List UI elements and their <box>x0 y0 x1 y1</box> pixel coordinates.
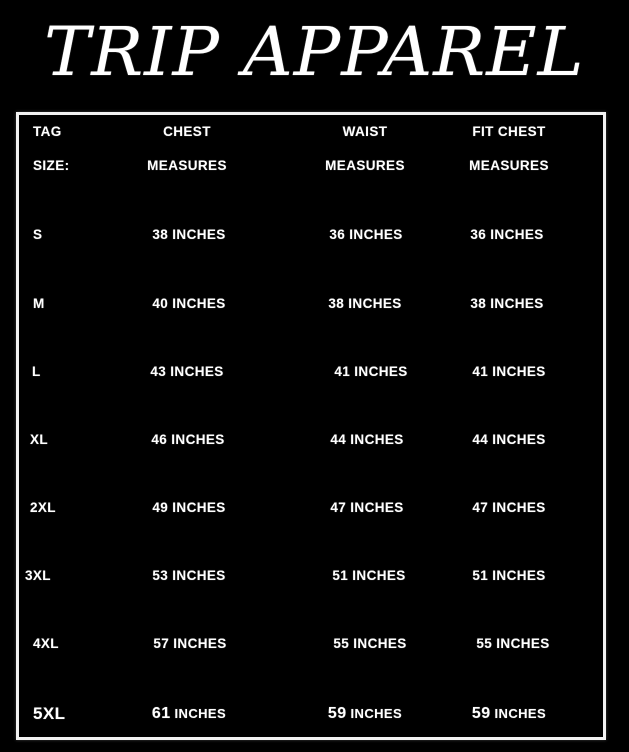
cell-fit-chest: 51 INCHES <box>472 568 546 583</box>
measurement-unit: INCHES <box>346 706 403 721</box>
column-header-fit-chest: FIT CHEST <box>472 124 546 139</box>
cell-fit-chest: 41 INCHES <box>472 364 546 379</box>
cell-fit-chest: 55 INCHES <box>476 636 550 651</box>
column-header-waist: WAIST <box>342 124 388 139</box>
column-subheader-size: SIZE: <box>33 158 70 173</box>
cell-chest: 43 INCHES <box>150 364 224 379</box>
cell-fit-chest: 44 INCHES <box>472 432 546 447</box>
size-chart-table: TAG CHEST WAIST FIT CHEST SIZE: MEASURES… <box>16 112 606 740</box>
cell-waist: 55 INCHES <box>333 636 407 651</box>
table-row: L 43 INCHES 41 INCHES 41 INCHES <box>19 361 603 383</box>
table-header-row-primary: TAG CHEST WAIST FIT CHEST <box>19 121 603 143</box>
measurement-unit: INCHES <box>490 706 547 721</box>
cell-chest: 61 INCHES <box>21 703 357 725</box>
cell-tag: 5XL <box>33 704 66 723</box>
table-row: 3XL 53 INCHES 51 INCHES 51 INCHES <box>19 565 603 587</box>
cell-tag: 3XL <box>25 568 51 583</box>
measurement-unit: INCHES <box>170 706 227 721</box>
column-subheader-fit-measures: MEASURES <box>469 158 549 173</box>
cell-chest: 49 INCHES <box>152 500 226 515</box>
column-header-tag: TAG <box>33 124 62 139</box>
cell-tag: L <box>32 364 41 379</box>
column-subheader-chest-measures: MEASURES <box>147 158 227 173</box>
table-row: 5XL 61 INCHES 59 INCHES 59 INCHES <box>19 703 603 725</box>
cell-chest: 57 INCHES <box>153 636 227 651</box>
table-row: M 40 INCHES 38 INCHES 38 INCHES <box>19 293 603 315</box>
measurement-value: 59 <box>327 705 347 722</box>
cell-waist: 36 INCHES <box>329 227 403 242</box>
table-header-row-secondary: SIZE: MEASURES MEASURES MEASURES <box>19 155 603 177</box>
table-row: S 38 INCHES 36 INCHES 36 INCHES <box>19 224 603 246</box>
cell-waist: 51 INCHES <box>332 568 406 583</box>
size-chart-body: TAG CHEST WAIST FIT CHEST SIZE: MEASURES… <box>19 115 603 737</box>
cell-fit-chest: 47 INCHES <box>472 500 546 515</box>
cell-waist: 38 INCHES <box>328 296 402 311</box>
measurement-value: 61 <box>151 705 171 722</box>
measurement-value: 59 <box>471 705 491 722</box>
cell-tag: M <box>33 296 45 311</box>
cell-waist: 47 INCHES <box>330 500 404 515</box>
cell-tag: 2XL <box>30 500 56 515</box>
cell-fit-chest: 59 INCHES <box>409 703 609 725</box>
cell-tag: 4XL <box>33 636 59 651</box>
cell-chest: 46 INCHES <box>151 432 225 447</box>
cell-chest: 40 INCHES <box>152 296 226 311</box>
column-subheader-waist-measures: MEASURES <box>325 158 405 173</box>
table-row: 4XL 57 INCHES 55 INCHES 55 INCHES <box>19 633 603 655</box>
cell-fit-chest: 36 INCHES <box>470 227 544 242</box>
cell-chest: 38 INCHES <box>152 227 226 242</box>
table-row: 2XL 49 INCHES 47 INCHES 47 INCHES <box>19 497 603 519</box>
page-title: TRIP APPAREL <box>44 12 585 91</box>
title-bar: TRIP APPAREL <box>0 0 629 104</box>
column-header-chest: CHEST <box>163 124 211 139</box>
cell-waist: 44 INCHES <box>330 432 404 447</box>
cell-waist: 59 INCHES <box>255 703 475 725</box>
cell-chest: 53 INCHES <box>152 568 226 583</box>
cell-fit-chest: 38 INCHES <box>470 296 544 311</box>
table-row: XL 46 INCHES 44 INCHES 44 INCHES <box>19 429 603 451</box>
cell-waist: 41 INCHES <box>334 364 408 379</box>
cell-tag: S <box>33 227 43 242</box>
cell-tag: XL <box>30 432 49 447</box>
